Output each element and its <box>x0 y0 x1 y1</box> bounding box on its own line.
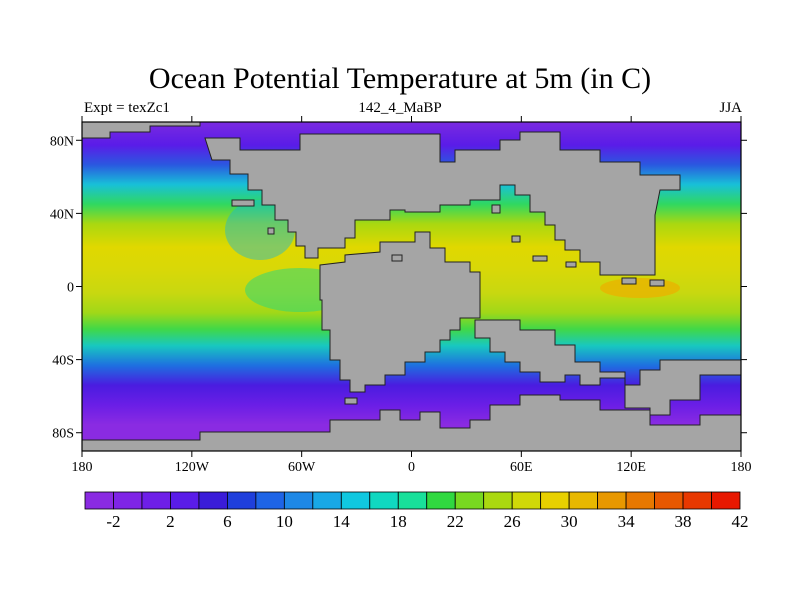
colorbar-swatch <box>454 491 485 510</box>
colorbar-swatch <box>711 491 741 510</box>
lon-tick-label: 120W <box>175 460 210 475</box>
colorbar-swatch <box>483 491 513 510</box>
lat-tick-label: 0 <box>67 281 74 296</box>
island <box>267 227 275 235</box>
lat-tick-label: 40N <box>50 207 74 222</box>
tethys-warm-pool <box>600 278 680 298</box>
colorbar-swatch <box>113 491 143 510</box>
lon-tick-label: 0 <box>408 460 415 475</box>
colorbar-swatch <box>198 491 228 510</box>
colorbar-swatch <box>540 491 570 510</box>
colorbar-label: 6 <box>223 512 232 531</box>
lat-tick-label: 80S <box>52 427 74 442</box>
island <box>511 235 521 243</box>
arctic-land-strip <box>82 122 201 139</box>
colorbar-swatch <box>84 491 114 510</box>
lon-tick-label: 180 <box>731 460 752 475</box>
map-title: Ocean Potential Temperature at 5m (in C) <box>148 62 652 95</box>
colorbar-swatch <box>597 491 627 510</box>
lon-tick-label: 120E <box>616 460 646 475</box>
gondwana-landmass <box>319 231 481 393</box>
lat-tick-label: 80N <box>50 134 74 149</box>
colorbar-swatch <box>568 491 599 510</box>
island <box>565 261 577 268</box>
colorbar-label: 38 <box>675 512 692 531</box>
colorbar-swatch <box>170 491 200 510</box>
colorbar-swatch <box>426 491 456 510</box>
island <box>532 255 548 262</box>
colorbar-swatch <box>141 491 171 510</box>
map-axis-ticks: 180 120W 60W 0 60E 120E 180 80N 40N 0 40S 80S <box>50 116 752 475</box>
lon-tick-label: 60E <box>510 460 533 475</box>
colorbar-label: 14 <box>333 512 351 531</box>
colorbar-swatch <box>312 491 342 510</box>
colorbar-label: 10 <box>276 512 293 531</box>
colorbar-swatch <box>283 491 314 510</box>
island <box>491 204 501 214</box>
lat-tick-label: 40S <box>52 354 74 369</box>
colorbar-label: 42 <box>732 512 749 531</box>
island <box>231 199 255 207</box>
colorbar-label: -2 <box>106 512 120 531</box>
season-label: JJA <box>719 100 742 116</box>
colorbar-label: 26 <box>504 512 521 531</box>
land-masses <box>82 122 741 451</box>
colorbar-swatch <box>369 491 399 510</box>
colorbar: -2 2 6 10 14 18 22 26 30 34 38 42 <box>84 491 749 531</box>
lon-tick-label: 60W <box>288 460 316 475</box>
time-label: 142_4_MaBP <box>358 100 442 116</box>
india-australia-landmass <box>474 319 741 416</box>
colorbar-swatch <box>226 491 257 510</box>
colorbar-label: 22 <box>447 512 464 531</box>
colorbar-label: 2 <box>166 512 175 531</box>
colorbar-label: 30 <box>561 512 578 531</box>
colorbar-swatch <box>682 491 712 510</box>
colorbar-swatch <box>340 491 371 510</box>
lon-tick-label: 180 <box>72 460 93 475</box>
colorbar-label: 18 <box>390 512 407 531</box>
colorbar-label: 34 <box>618 512 636 531</box>
colorbar-swatch <box>511 491 542 510</box>
colorbar-swatch <box>625 491 655 510</box>
colorbar-swatch <box>654 491 684 510</box>
colorbar-swatch <box>255 491 285 510</box>
laurasia-landmass <box>204 131 681 276</box>
antarctica-landmass <box>82 394 741 451</box>
experiment-label: Expt = texZc1 <box>84 100 170 116</box>
island <box>621 277 637 285</box>
island <box>649 279 665 287</box>
island <box>344 397 358 405</box>
colorbar-swatch <box>397 491 428 510</box>
island <box>391 254 403 262</box>
